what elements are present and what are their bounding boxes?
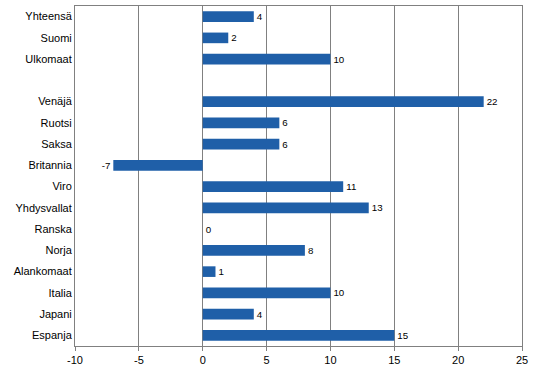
svg-text:2: 2 [231,32,236,43]
svg-text:Saksa: Saksa [41,138,72,150]
svg-text:Ruotsi: Ruotsi [41,117,72,129]
svg-text:4: 4 [257,309,263,320]
svg-text:Viro: Viro [52,180,71,192]
svg-text:1: 1 [218,266,223,277]
svg-text:Italia: Italia [49,287,73,299]
svg-text:0: 0 [200,354,206,366]
svg-text:Ulkomaat: Ulkomaat [25,53,71,65]
svg-text:6: 6 [282,117,287,128]
svg-text:4: 4 [257,11,263,22]
svg-text:Norja: Norja [46,244,73,256]
svg-text:5: 5 [264,354,270,366]
svg-text:Suomi: Suomi [41,32,72,44]
svg-text:6: 6 [282,139,287,150]
svg-text:Japani: Japani [39,308,71,320]
svg-text:Venäjä: Venäjä [38,95,73,107]
svg-text:Alankomaat: Alankomaat [14,265,72,277]
svg-text:-7: -7 [102,160,111,171]
svg-text:Britannia: Britannia [28,159,72,171]
svg-text:Ranska: Ranska [35,223,73,235]
svg-text:0: 0 [206,224,212,235]
svg-text:10: 10 [324,354,336,366]
svg-text:20: 20 [452,354,464,366]
svg-text:13: 13 [372,202,383,213]
svg-text:25: 25 [516,354,528,366]
svg-text:Espanja: Espanja [32,329,73,341]
svg-text:10: 10 [333,54,344,65]
svg-text:11: 11 [346,181,356,192]
svg-text:-10: -10 [67,354,83,366]
svg-text:8: 8 [308,245,313,256]
svg-text:-5: -5 [134,354,144,366]
svg-text:15: 15 [388,354,400,366]
svg-text:Yhteensä: Yhteensä [25,10,72,22]
svg-text:10: 10 [333,287,344,298]
svg-text:15: 15 [397,330,408,341]
svg-text:Yhdysvallat: Yhdysvallat [16,202,72,214]
svg-text:22: 22 [487,96,498,107]
